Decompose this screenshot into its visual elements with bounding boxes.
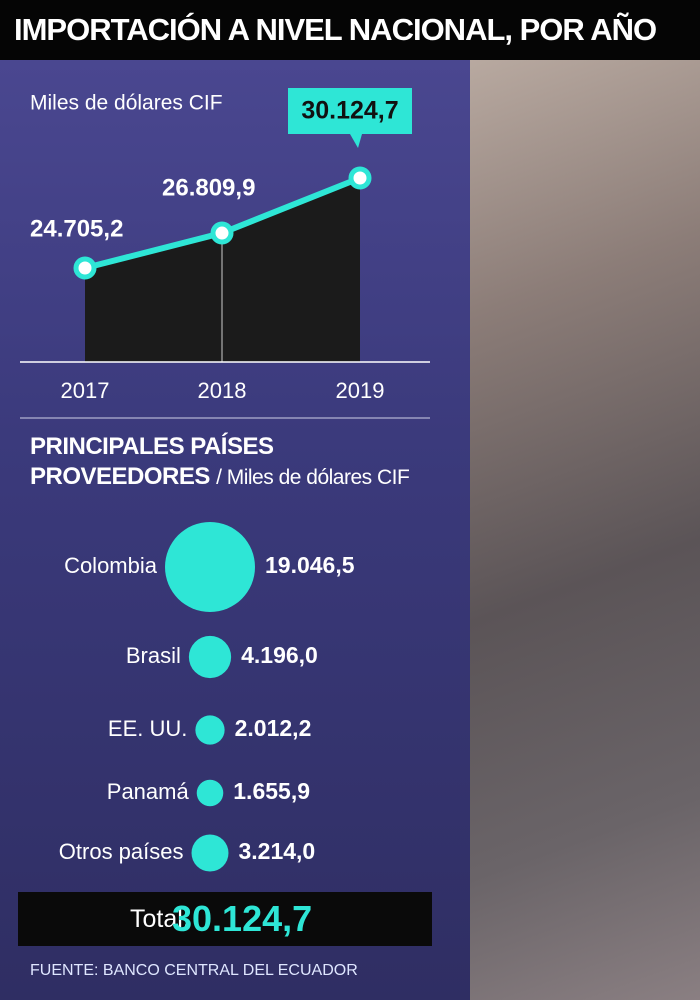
value-label: 24.705,2 [30,215,123,242]
value-label: 19.046,5 [265,552,355,578]
source: FUENTE: BANCO CENTRAL DEL ECUADOR [30,962,358,979]
total-box [18,892,432,946]
page-title: IMPORTACIÓN A NIVEL NACIONAL, POR AÑO [14,12,657,47]
category-label: Otros países [59,839,184,864]
value-label: 2.012,2 [235,715,312,741]
value-label: 1.655,9 [233,778,310,804]
category-label: Panamá [107,779,190,804]
value-label: 30.124,7 [301,97,398,125]
bubble [195,715,225,745]
category-label: EE. UU. [108,716,187,741]
chart-subtitle: Miles de dólares CIF [30,92,223,115]
x-tick-label: 2017 [61,378,110,403]
bubble [191,834,229,872]
section-title: PRINCIPALES PAÍSES PROVEEDORES / Miles d… [30,432,450,493]
x-tick-label: 2018 [198,378,247,403]
category-label: Brasil [126,643,181,668]
bubble [196,779,224,807]
bubble [165,522,255,612]
total-value: 30.124,7 [172,898,313,939]
section-subtitle: / Miles de dólares CIF [216,466,410,489]
point-ring [73,256,97,280]
value-label-box [288,88,412,134]
value-label: 3.214,0 [238,838,315,864]
value-label: 4.196,0 [241,642,318,668]
photo-background [470,60,700,1000]
value-label-pointer [350,134,362,148]
point-ring [210,221,234,245]
point-ring [348,166,372,190]
bubble [188,635,232,679]
title-bar [0,0,700,60]
value-label: 26.809,9 [162,174,255,201]
section-title-text: PRINCIPALES PAÍSES PROVEEDORES [30,433,274,490]
total-label: Total: [130,905,190,933]
category-label: Colombia [64,553,158,578]
x-tick-label: 2019 [336,378,385,403]
